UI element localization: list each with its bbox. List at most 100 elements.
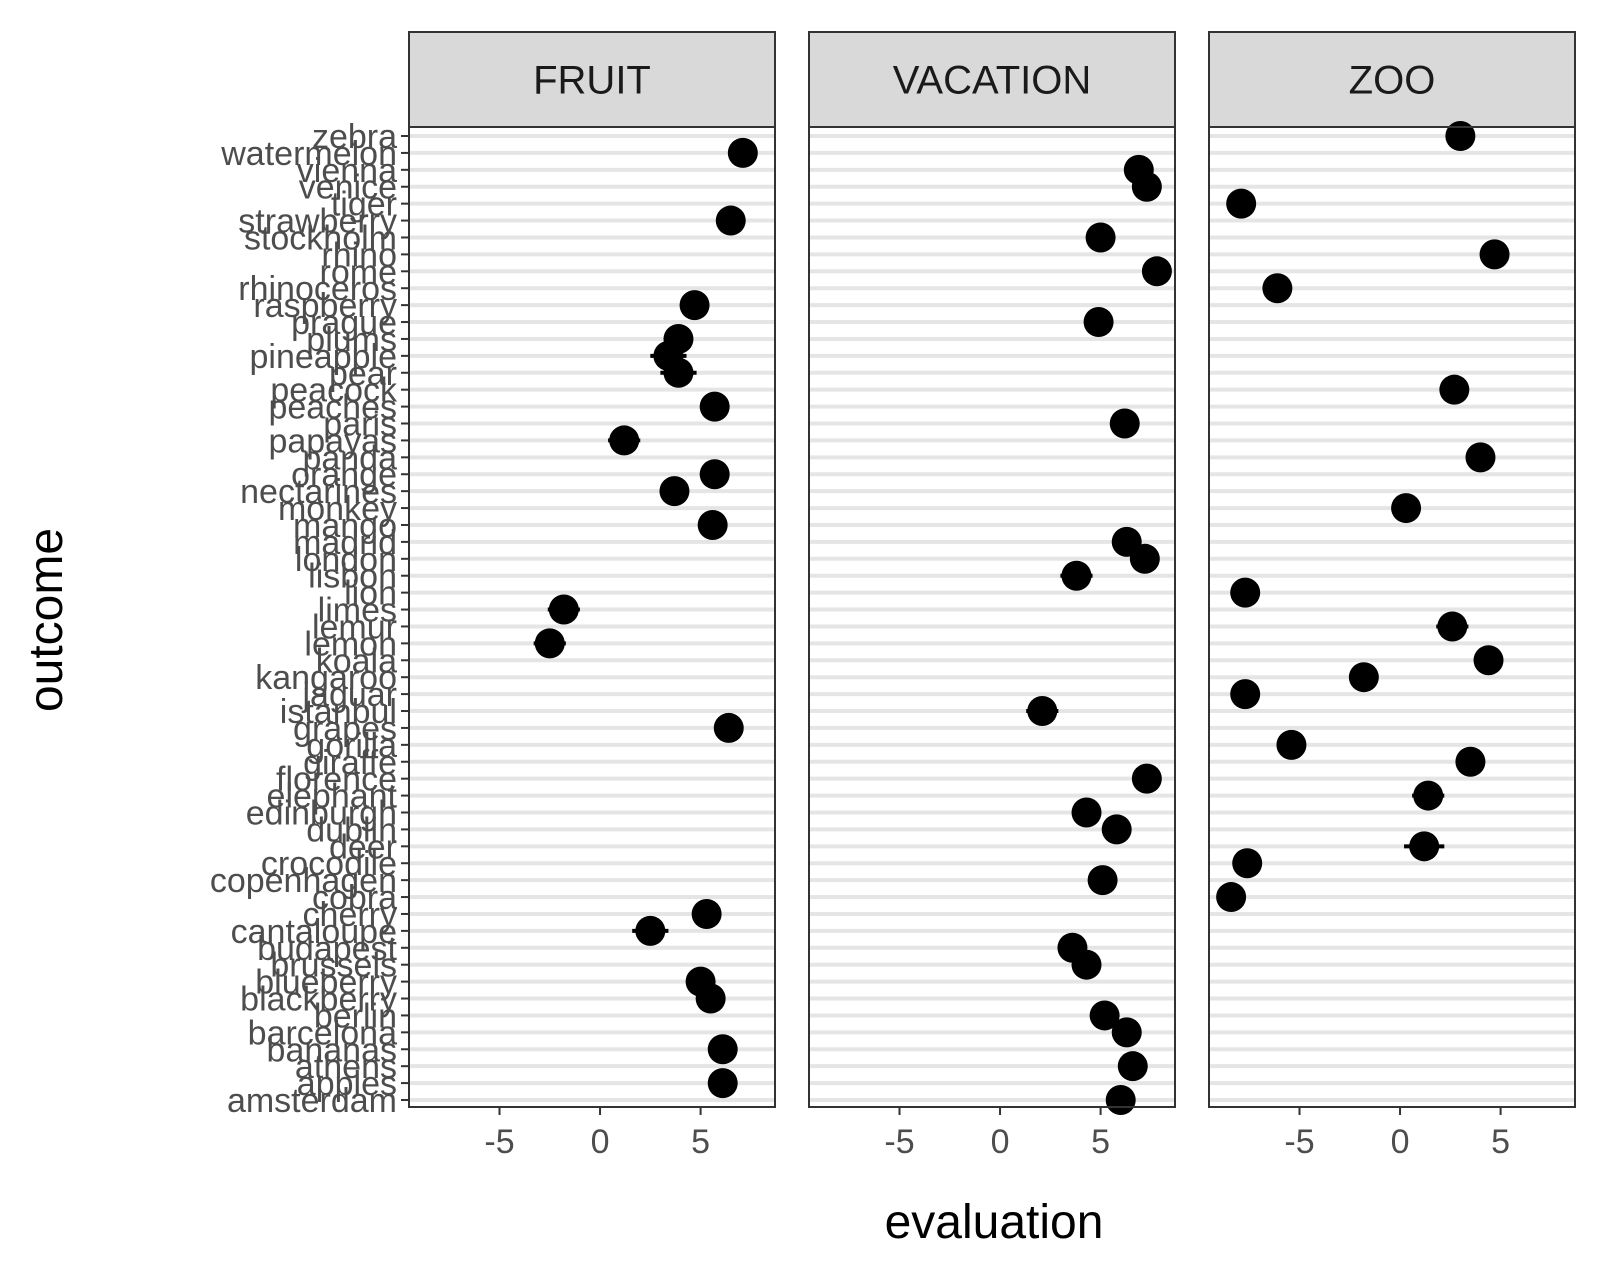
data-point-lemon xyxy=(534,628,565,659)
x-tick-label: 0 xyxy=(1391,1123,1410,1161)
data-point-rhino xyxy=(1479,239,1510,270)
y-tick-label: strawberry xyxy=(238,203,397,241)
y-tick-label: koala xyxy=(316,642,397,680)
panel-border xyxy=(408,126,776,1108)
data-point-raspberry xyxy=(679,290,710,321)
y-tick-label: istanbul xyxy=(280,693,397,731)
data-point-lisbon xyxy=(1061,560,1092,591)
y-tick-label: athens xyxy=(295,1048,397,1086)
data-point-cherry xyxy=(691,898,722,929)
y-tick-label: cherry xyxy=(303,896,397,934)
data-point-peaches xyxy=(699,391,730,422)
data-point-budapest xyxy=(1057,932,1088,963)
x-tick-label: 5 xyxy=(1491,1123,1510,1161)
y-tick-label: budapest xyxy=(257,930,397,968)
y-tick-label: gorilla xyxy=(306,727,397,765)
data-point-elephant xyxy=(1413,780,1444,811)
x-axis-title: evaluation xyxy=(885,1196,1104,1249)
data-point-copenhagen xyxy=(1087,865,1118,896)
y-tick-label: dublin xyxy=(306,811,397,849)
data-point-cobra xyxy=(1216,882,1247,913)
y-axis: amsterdamapplesathensbananasbarcelonaber… xyxy=(210,118,409,1120)
y-tick-label: plums xyxy=(306,321,397,359)
y-tick-label: brussels xyxy=(270,947,397,985)
facet-panel-fruit: FRUIT -5 0 5 xyxy=(408,31,776,1161)
y-tick-label: monkey xyxy=(278,490,397,528)
y-tick-label: lisbon xyxy=(308,558,397,596)
panel-border xyxy=(808,126,1176,1108)
y-tick-label: zebra xyxy=(312,118,397,156)
x-tick-label: -5 xyxy=(1284,1123,1314,1161)
data-point-apples xyxy=(707,1068,738,1099)
panel-background xyxy=(1209,127,1575,1107)
y-tick-label: copenhagen xyxy=(210,862,397,900)
y-tick-label: orange xyxy=(291,456,397,494)
data-point-lemur xyxy=(1437,611,1468,642)
y-tick-label: rhinoceros xyxy=(238,270,397,308)
data-point-nectarines xyxy=(659,476,690,507)
data-point-paris xyxy=(1109,408,1140,439)
data-point-stockholm xyxy=(1085,222,1116,253)
data-point-rome xyxy=(1141,256,1172,287)
y-tick-label: giraffe xyxy=(303,744,397,782)
data-point-lion xyxy=(1230,577,1261,608)
data-point-peacock xyxy=(1439,374,1470,405)
y-tick-label: florence xyxy=(276,761,397,799)
y-tick-label: deer xyxy=(329,828,397,866)
y-tick-label: vienna xyxy=(297,152,397,190)
data-point-strawberry xyxy=(715,205,746,236)
data-point-tiger xyxy=(1226,188,1257,219)
x-tick-label: -5 xyxy=(484,1123,514,1161)
data-point-prague xyxy=(1083,307,1114,338)
facet-strip xyxy=(1208,31,1576,128)
plot-layer: FRUIT -5 0 5 VACATION -5 0 5 ZOO -5 0 5 amsterdamapp… xyxy=(210,31,1576,1161)
y-tick-label: pineapple xyxy=(250,338,397,376)
y-tick-label: papayas xyxy=(268,422,397,460)
data-point-mango xyxy=(697,509,728,540)
panel-border xyxy=(1208,126,1576,1108)
y-tick-label: blackberry xyxy=(240,981,397,1019)
y-tick-label: paris xyxy=(323,406,397,444)
facet-panel-vacation: VACATION -5 0 5 xyxy=(808,31,1176,1161)
y-tick-label: tiger xyxy=(331,186,397,224)
y-tick-label: rhino xyxy=(321,236,397,274)
facet-strip-label: FRUIT xyxy=(533,59,651,103)
data-point-amsterdam xyxy=(1105,1085,1136,1115)
y-tick-label: cobra xyxy=(312,879,397,917)
data-point-bananas xyxy=(707,1034,738,1065)
data-point-limes xyxy=(548,594,579,625)
y-tick-label: watermelon xyxy=(220,135,397,173)
data-point-florence xyxy=(1131,763,1162,794)
data-point-deer xyxy=(1409,831,1440,862)
facet-strip-label: VACATION xyxy=(893,59,1092,103)
y-tick-label: nectarines xyxy=(240,473,397,511)
data-point-kangaroo xyxy=(1348,662,1379,693)
x-tick-label: 5 xyxy=(691,1123,710,1161)
data-point-giraffe xyxy=(1455,746,1486,777)
panel-background xyxy=(409,127,775,1107)
data-point-papayas xyxy=(609,425,640,456)
data-point-berlin xyxy=(1089,1000,1120,1031)
data-point-watermelon xyxy=(727,137,758,168)
y-axis-title: outcome xyxy=(20,528,73,712)
data-point-plums xyxy=(663,323,694,354)
facet-panel-zoo: ZOO -5 0 5 xyxy=(1208,31,1576,1161)
y-tick-label: lion xyxy=(344,575,397,613)
y-tick-label: venice xyxy=(299,169,397,207)
data-point-athens xyxy=(1117,1051,1148,1082)
y-tick-label: edinburgh xyxy=(246,794,397,832)
y-tick-label: amsterdam xyxy=(227,1082,397,1120)
data-point-dublin xyxy=(1101,814,1132,845)
y-tick-label: london xyxy=(295,541,397,579)
y-tick-label: mango xyxy=(293,507,397,545)
y-tick-label: grapes xyxy=(293,710,397,748)
x-tick-label: 5 xyxy=(1091,1123,1110,1161)
y-tick-label: barcelona xyxy=(248,1014,397,1052)
y-tick-label: rome xyxy=(320,253,397,291)
data-point-crocodile xyxy=(1232,848,1263,879)
panel-background xyxy=(809,127,1175,1107)
y-tick-label: bananas xyxy=(267,1031,397,1069)
data-point-rhinoceros xyxy=(1262,273,1293,304)
